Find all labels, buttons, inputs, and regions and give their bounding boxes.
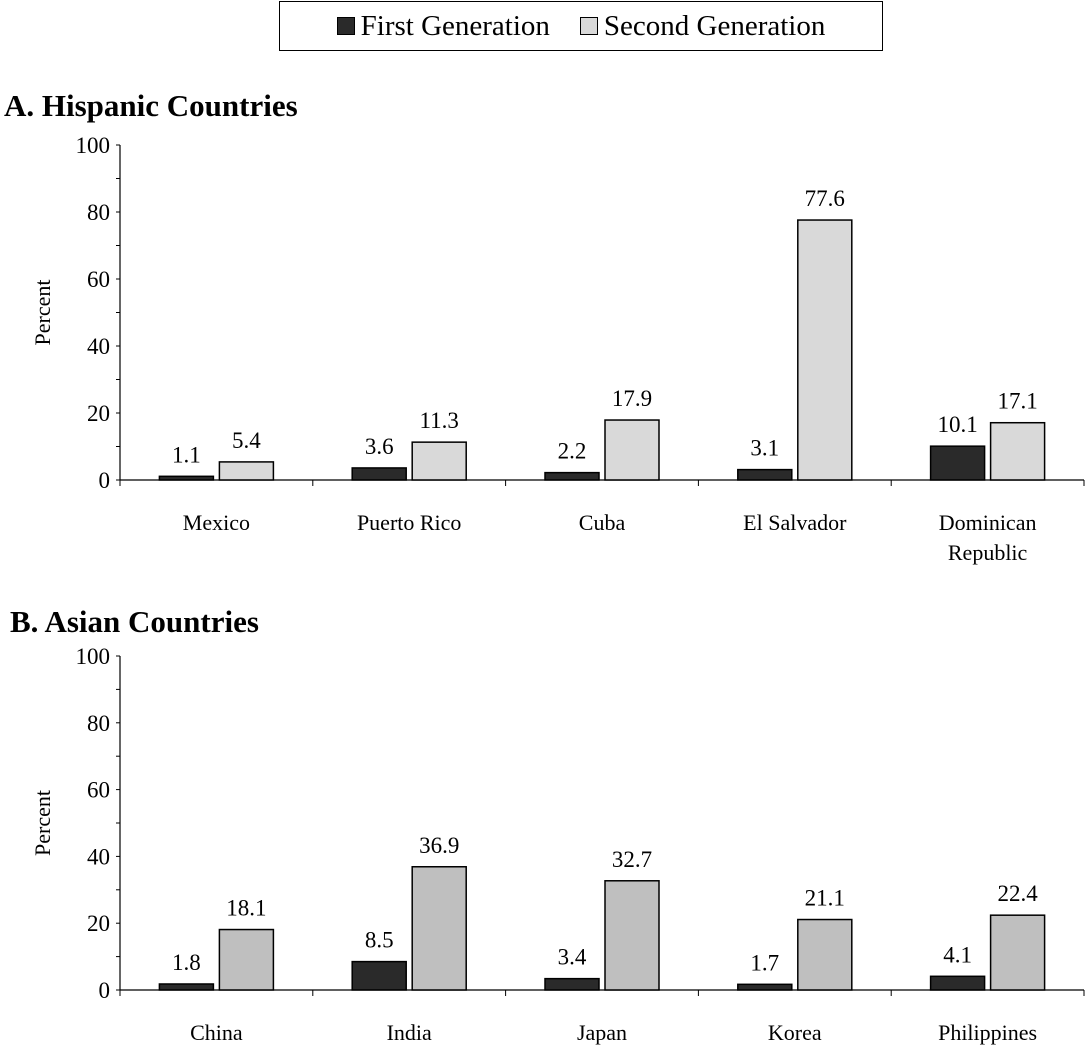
data-label-second-generation-puerto-rico: 11.3	[419, 408, 458, 433]
bar-first-generation-dominican-republic	[929, 445, 986, 481]
data-label-first-generation-puerto-rico: 3.6	[365, 434, 394, 459]
data-label-second-generation-dominican-republic: 17.1	[997, 389, 1037, 414]
y-tick-label-60: 60	[87, 778, 110, 803]
legend-item-second-generation: Second Generation	[579, 9, 826, 43]
bar-second-generation-india	[411, 866, 467, 991]
x-tick-label-dominican-republic: Dominican	[939, 510, 1037, 535]
data-label-first-generation-japan: 3.4	[558, 945, 587, 970]
data-label-second-generation-philippines: 22.4	[997, 881, 1038, 906]
y-axis-label: Percent	[30, 790, 55, 856]
panel-b-title: B. Asian Countries	[10, 604, 259, 639]
x-tick-label-china: China	[190, 1020, 243, 1045]
bar-second-generation-china	[218, 928, 275, 991]
y-tick-label-100: 100	[76, 133, 111, 158]
bar-first-generation-el-salvador	[737, 468, 793, 481]
x-tick-label-korea: Korea	[768, 1020, 822, 1045]
y-tick-label-100: 100	[76, 644, 111, 669]
data-label-second-generation-japan: 32.7	[612, 847, 652, 872]
data-label-first-generation-india: 8.5	[365, 928, 394, 953]
bar-second-generation-japan	[604, 880, 660, 991]
panel-a-title: A. Hispanic Countries	[4, 88, 298, 123]
y-tick-label-80: 80	[87, 200, 110, 225]
legend-label-first-generation: First Generation	[360, 9, 550, 42]
x-tick-label-india: India	[387, 1020, 432, 1045]
data-label-first-generation-philippines: 4.1	[943, 942, 972, 967]
x-tick-label-cuba: Cuba	[579, 510, 626, 535]
bar-first-generation-mexico	[158, 475, 215, 481]
x-tick-label-mexico: Mexico	[183, 510, 250, 535]
bar-second-generation-el-salvador	[797, 219, 853, 481]
legend-swatch-first-generation	[336, 17, 355, 35]
bar-second-generation-korea	[797, 918, 853, 991]
data-label-second-generation-mexico: 5.4	[232, 428, 261, 453]
data-label-first-generation-el-salvador: 3.1	[750, 436, 779, 461]
y-tick-label-20: 20	[87, 401, 110, 426]
bar-second-generation-philippines	[989, 914, 1046, 991]
bar-first-generation-china	[158, 983, 215, 991]
y-tick-label-20: 20	[87, 911, 110, 936]
bar-second-generation-puerto-rico	[411, 441, 467, 481]
legend-swatch-second-generation	[579, 17, 598, 35]
data-label-second-generation-korea: 21.1	[805, 886, 845, 911]
legend-label-second-generation: Second Generation	[603, 9, 826, 42]
data-label-first-generation-dominican-republic: 10.1	[937, 412, 977, 437]
y-tick-label-40: 40	[87, 844, 110, 869]
x-tick-label-japan: Japan	[577, 1020, 627, 1045]
y-tick-label-60: 60	[87, 267, 110, 292]
x-tick-label-philippines: Philippines	[938, 1020, 1037, 1045]
data-label-second-generation-china: 18.1	[226, 896, 266, 921]
bar-first-generation-india	[351, 960, 407, 991]
data-label-first-generation-cuba: 2.2	[558, 439, 587, 464]
bar-second-generation-mexico	[218, 461, 275, 481]
legend: First Generation Second Generation	[279, 1, 883, 51]
chart-panel-b: 0 20 40 60 80 100 Percent 1.8 18.1 China 8.5 36.9 In…	[30, 644, 1085, 1045]
bar-first-generation-cuba	[544, 471, 600, 481]
data-label-second-generation-el-salvador: 77.6	[805, 186, 845, 211]
data-label-second-generation-india: 36.9	[419, 833, 459, 858]
x-tick-label-dominican-republic: Republic	[948, 540, 1028, 565]
data-label-first-generation-korea: 1.7	[750, 950, 779, 975]
legend-item-first-generation: First Generation	[336, 9, 550, 43]
bar-first-generation-puerto-rico	[351, 467, 407, 481]
x-tick-label-puerto-rico: Puerto Rico	[357, 510, 462, 535]
bar-first-generation-korea	[737, 983, 793, 991]
bar-first-generation-philippines	[929, 975, 986, 991]
data-label-first-generation-china: 1.8	[172, 950, 201, 975]
x-tick-label-el-salvador: El Salvador	[743, 510, 847, 535]
bar-second-generation-dominican-republic	[989, 421, 1046, 481]
y-tick-label-0: 0	[99, 978, 111, 1003]
y-tick-label-40: 40	[87, 334, 110, 359]
chart-panel-a: 0 20 40 60 80 100 Percent 1.1 5.4 Mexico 3.6 11.3 Pu…	[30, 133, 1085, 565]
y-axis-label: Percent	[30, 280, 55, 346]
bar-second-generation-cuba	[604, 419, 660, 481]
bar-first-generation-japan	[544, 977, 600, 991]
data-label-first-generation-mexico: 1.1	[172, 442, 201, 467]
y-tick-label-0: 0	[99, 468, 111, 493]
data-label-second-generation-cuba: 17.9	[612, 386, 652, 411]
y-tick-label-80: 80	[87, 711, 110, 736]
